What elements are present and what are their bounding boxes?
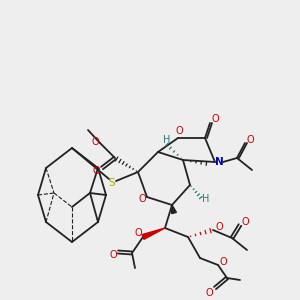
Text: S: S bbox=[109, 178, 115, 188]
Text: O: O bbox=[246, 135, 254, 145]
Text: O: O bbox=[91, 137, 99, 147]
Text: O: O bbox=[92, 166, 100, 176]
Text: O: O bbox=[205, 288, 213, 298]
Text: H: H bbox=[202, 194, 210, 204]
Text: O: O bbox=[175, 126, 183, 136]
Text: O: O bbox=[219, 257, 227, 267]
Text: O: O bbox=[241, 217, 249, 227]
Polygon shape bbox=[142, 228, 165, 239]
Text: H: H bbox=[163, 135, 171, 145]
Polygon shape bbox=[172, 205, 176, 214]
Text: O: O bbox=[109, 250, 117, 260]
Text: O: O bbox=[138, 194, 146, 204]
Text: O: O bbox=[215, 222, 223, 232]
Text: O: O bbox=[211, 114, 219, 124]
Text: N: N bbox=[214, 157, 224, 167]
Text: O: O bbox=[134, 228, 142, 238]
